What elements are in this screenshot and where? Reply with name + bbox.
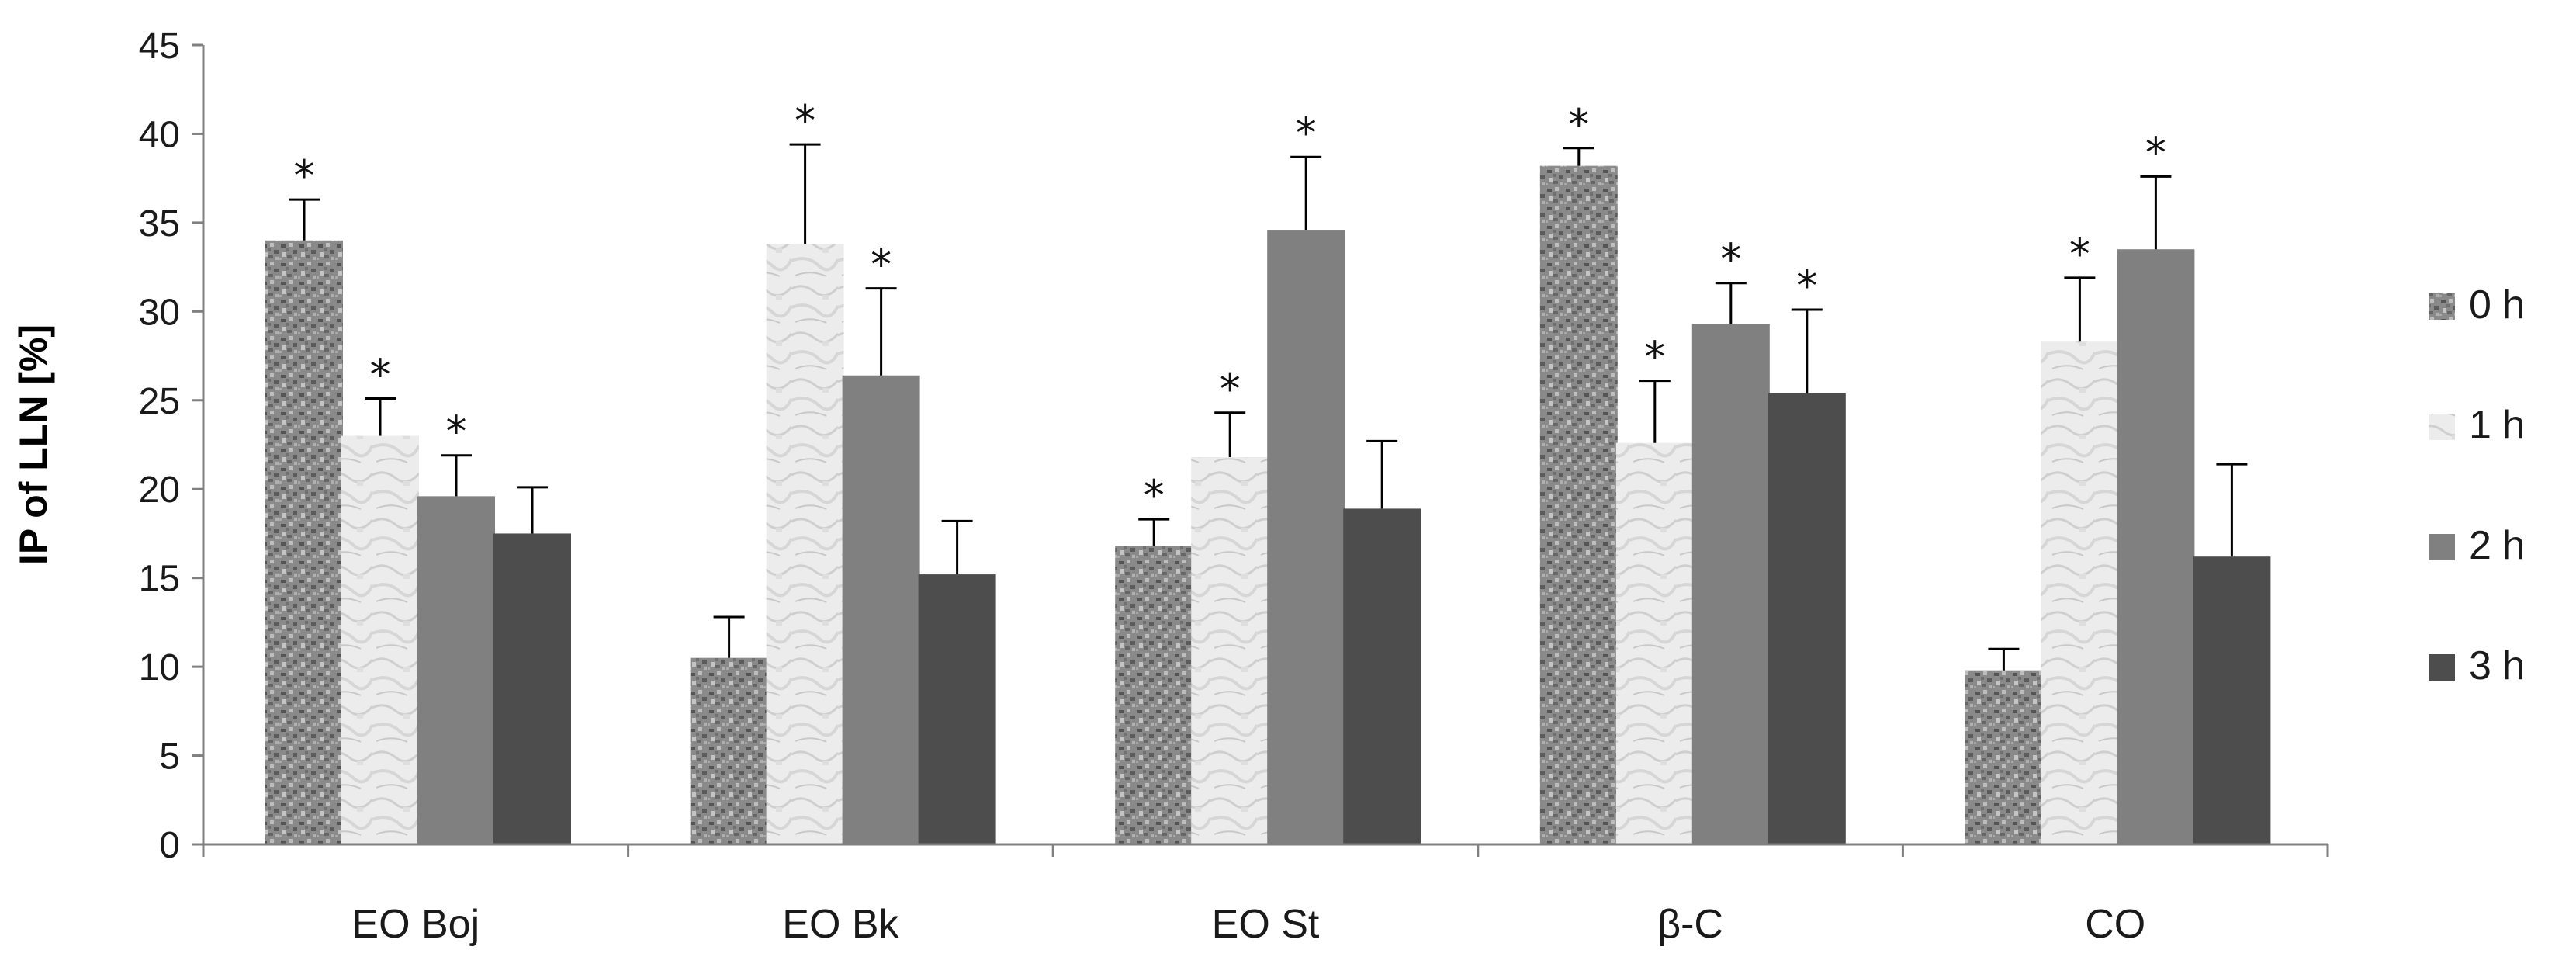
bar — [2041, 341, 2119, 844]
significance-star: * — [446, 407, 467, 456]
category-labels: EO Boj EO Bk EO St β-C CO — [351, 902, 2145, 947]
y-tick-label: 25 — [139, 381, 180, 422]
error-bar — [2216, 463, 2248, 557]
bar — [2117, 249, 2195, 844]
error-bar — [865, 287, 897, 376]
legend-swatch — [2429, 414, 2455, 440]
y-tick-marks — [192, 43, 203, 846]
significance-star: * — [871, 241, 892, 289]
significance-star: * — [1296, 109, 1317, 158]
bar — [493, 533, 571, 844]
y-tick-label: 15 — [139, 559, 180, 600]
error-bar — [1138, 518, 1170, 546]
category-label: EO Boj — [351, 902, 480, 947]
error-bar — [365, 397, 396, 436]
bar — [1965, 670, 2043, 844]
error-bar — [713, 615, 745, 658]
error-bar — [1639, 380, 1671, 443]
y-tick-label: 5 — [159, 737, 180, 778]
bar — [1343, 508, 1421, 844]
error-bar — [2064, 276, 2096, 342]
legend: 0 h 1 h 2 h 3 h — [2429, 282, 2525, 688]
significance-star: * — [1720, 235, 1741, 284]
y-tick-labels: 0 5 10 15 20 25 30 35 40 45 — [139, 26, 180, 866]
y-tick-label: 0 — [159, 825, 180, 866]
error-bar — [2140, 175, 2172, 250]
significance-star: * — [294, 151, 315, 200]
significance-star: * — [2069, 230, 2090, 279]
legend-item: 2 h — [2429, 523, 2525, 568]
bar — [842, 375, 920, 844]
error-bar — [441, 454, 472, 497]
category-label: EO Bk — [782, 902, 899, 947]
y-tick-label: 40 — [139, 114, 180, 155]
error-bars — [289, 143, 2248, 671]
significance-star: * — [1220, 365, 1241, 414]
bar — [1267, 230, 1345, 844]
category-label: CO — [2085, 902, 2145, 947]
significance-star: * — [795, 96, 815, 145]
bar — [341, 435, 419, 844]
legend-label: 2 h — [2469, 523, 2525, 568]
bar — [1539, 165, 1618, 845]
error-bar — [1988, 647, 2020, 671]
bar — [918, 574, 996, 844]
y-axis-label: IP of LLN [%] — [12, 324, 55, 565]
significance-star: * — [1644, 333, 1665, 382]
plot-area: * * * * * * * * * * * * * * 0 5 10 15 20 25 30 35 40 45 EO Boj… — [139, 26, 2329, 947]
bar — [690, 657, 768, 844]
significance-star: * — [370, 350, 391, 399]
error-bar — [289, 198, 320, 241]
error-bar — [1715, 282, 1747, 324]
error-bar — [1791, 308, 1823, 393]
bar — [766, 244, 844, 844]
bar — [1691, 324, 1770, 844]
y-tick-label: 20 — [139, 470, 180, 511]
bar — [2193, 556, 2271, 844]
bar — [1768, 393, 1846, 845]
significance-markers: * * * * * * * * * * * * * * — [294, 96, 2166, 520]
bar — [265, 240, 343, 844]
y-tick-label: 10 — [139, 647, 180, 688]
legend-label: 1 h — [2469, 403, 2525, 448]
error-bar — [517, 486, 548, 534]
bar-series — [265, 165, 2271, 845]
significance-star: * — [1144, 471, 1165, 520]
y-tick-label: 30 — [139, 292, 180, 333]
bar — [1615, 442, 1694, 844]
legend-label: 3 h — [2469, 643, 2525, 688]
legend-swatch — [2429, 293, 2455, 320]
bar — [417, 496, 495, 844]
legend-item: 0 h — [2429, 282, 2525, 328]
y-tick-label: 45 — [139, 26, 180, 67]
category-label: EO St — [1212, 902, 1320, 947]
bar — [1191, 457, 1269, 844]
significance-star: * — [1568, 100, 1589, 149]
error-bar — [1563, 147, 1594, 166]
category-label: β-C — [1657, 902, 1723, 947]
legend-label: 0 h — [2469, 282, 2525, 328]
legend-swatch — [2429, 534, 2455, 560]
legend-item: 1 h — [2429, 403, 2525, 448]
legend-item: 3 h — [2429, 643, 2525, 688]
y-tick-label: 35 — [139, 203, 180, 244]
error-bar — [789, 143, 821, 244]
significance-star: * — [1796, 262, 1817, 310]
legend-swatch — [2429, 654, 2455, 681]
error-bar — [1290, 155, 1322, 231]
bar — [1115, 546, 1193, 844]
error-bar — [941, 519, 973, 575]
significance-star: * — [2145, 128, 2166, 177]
x-tick-marks — [202, 844, 2329, 857]
error-bar — [1214, 411, 1246, 458]
error-bar — [1366, 439, 1398, 509]
